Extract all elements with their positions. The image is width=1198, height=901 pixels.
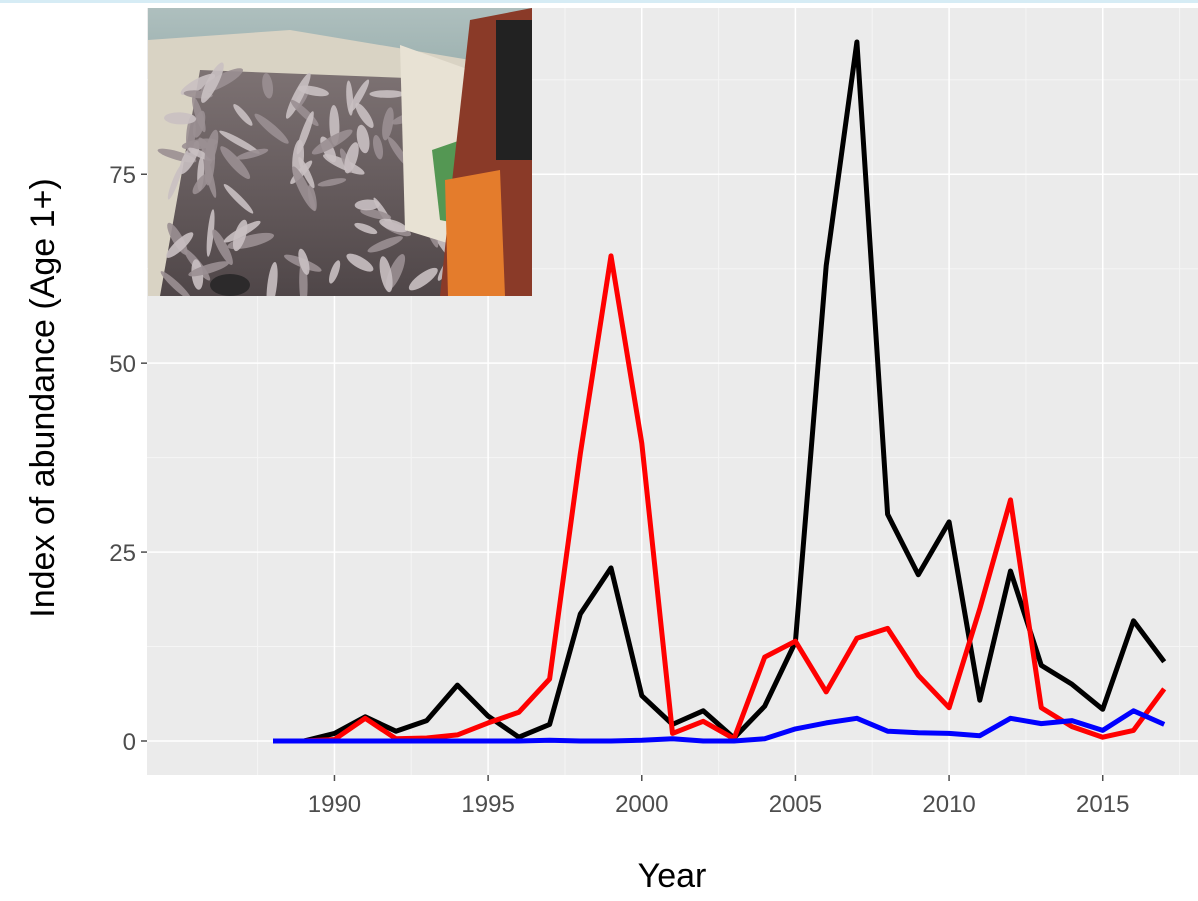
inset-fish [296, 111, 314, 155]
inset-fish [254, 113, 289, 144]
inset-fish [298, 248, 310, 275]
inset-fish [298, 156, 315, 189]
inset-fish [367, 236, 403, 253]
x-tick-label: 2010 [922, 791, 975, 818]
y-tick-label: 25 [109, 540, 136, 567]
inset-fish [346, 80, 354, 116]
inset-fish [360, 208, 392, 220]
y-axis-ticks: 0 25 50 75 [109, 162, 147, 756]
inset-fish [354, 222, 378, 235]
x-tick-label: 2000 [615, 791, 668, 818]
inset-dark-figure [496, 20, 532, 160]
inset-fish [192, 173, 210, 195]
inset-fish [379, 218, 408, 233]
inset-fish [311, 129, 353, 155]
inset-fish [354, 199, 380, 211]
x-tick-label: 1995 [461, 791, 514, 818]
inset-fish [188, 261, 230, 277]
series-line-2 [273, 253, 1167, 744]
inset-fish [223, 220, 261, 243]
inset-fish [355, 102, 374, 128]
inset-fish [167, 165, 183, 200]
x-tick-label: 2005 [769, 791, 822, 818]
inset-fish [292, 166, 316, 211]
inset-fish [317, 178, 347, 187]
inset-fish [329, 260, 341, 284]
top-border-strip [0, 0, 1198, 3]
inset-fish [212, 229, 233, 266]
inset-fish [346, 253, 374, 272]
inset-fish [164, 112, 197, 125]
inset-fish [236, 148, 269, 160]
x-axis-title: Year [638, 857, 707, 895]
inset-fish [266, 261, 278, 296]
series-line-3 [273, 708, 1166, 744]
inset-fish [180, 73, 216, 96]
y-tick-label: 50 [109, 351, 136, 378]
inset-fish [408, 267, 438, 291]
y-tick-label: 75 [109, 162, 136, 189]
inset-fish [160, 271, 192, 296]
inset-fish [206, 209, 215, 257]
inset-fish [356, 124, 370, 154]
x-axis-ticks: 1990 1995 2000 2005 2010 2015 [308, 775, 1129, 818]
inset-fish [223, 184, 254, 214]
fish-catch-photo [148, 8, 532, 296]
inset-fish [344, 142, 359, 174]
inset-bucket [210, 274, 250, 296]
inset-fish [233, 104, 253, 126]
y-axis-title: Index of abundance (Age 1+) [24, 178, 62, 618]
inset-fish [201, 62, 224, 103]
inset-fish [186, 114, 196, 153]
inset-fish [349, 79, 370, 113]
x-tick-label: 2015 [1076, 791, 1129, 818]
x-tick-label: 1990 [308, 791, 361, 818]
inset-fish [220, 146, 251, 180]
inset-fish [262, 73, 274, 99]
inset-fish [192, 110, 206, 138]
series-line-1 [273, 39, 1167, 744]
inset-orange-oilskins [445, 170, 505, 296]
inset-fish [382, 107, 394, 141]
series-lines [273, 39, 1167, 744]
inset-fish-shapes [157, 62, 461, 296]
inset-fish [166, 232, 194, 258]
y-tick-label: 0 [123, 729, 136, 756]
inset-fish [369, 90, 405, 98]
inset-fish [285, 72, 311, 119]
inset-fish [372, 134, 384, 160]
inset-fish [204, 129, 219, 167]
inset-fish [379, 256, 393, 293]
inset-fish [219, 130, 260, 154]
